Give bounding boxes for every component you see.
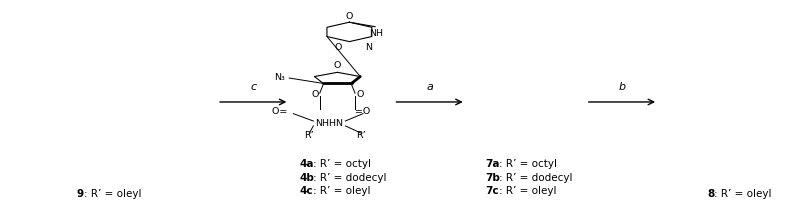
Text: 4b: 4b: [299, 173, 314, 183]
Text: 4a: 4a: [299, 159, 314, 170]
Text: O=: O=: [272, 107, 289, 116]
Text: O: O: [334, 61, 341, 70]
Text: : R’ = oleyl: : R’ = oleyl: [84, 189, 141, 199]
Text: b: b: [618, 82, 625, 92]
Text: : R’ = oleyl: : R’ = oleyl: [313, 186, 371, 196]
Text: 7a: 7a: [485, 159, 500, 170]
Text: O: O: [346, 12, 353, 21]
Text: : R’ = dodecyl: : R’ = dodecyl: [313, 173, 387, 183]
Text: 4c: 4c: [299, 186, 313, 196]
Text: NH: NH: [369, 29, 383, 38]
Text: a: a: [426, 82, 432, 92]
Text: : R’ = dodecyl: : R’ = dodecyl: [499, 173, 572, 183]
Text: O: O: [311, 90, 318, 99]
Text: 8: 8: [706, 189, 713, 199]
Text: 9: 9: [77, 189, 84, 199]
Text: NHHN: NHHN: [315, 119, 343, 128]
Text: R’: R’: [304, 131, 314, 140]
Text: 7b: 7b: [485, 173, 500, 183]
Text: O: O: [334, 43, 341, 52]
Text: 7c: 7c: [485, 186, 499, 196]
Text: : R’ = oleyl: : R’ = oleyl: [713, 189, 771, 199]
Text: =O: =O: [353, 107, 371, 116]
Text: : R’ = octyl: : R’ = octyl: [499, 159, 557, 170]
Text: N₃: N₃: [274, 73, 285, 82]
Text: : R’ = octyl: : R’ = octyl: [313, 159, 371, 170]
Text: R’: R’: [356, 131, 366, 140]
Text: : R’ = oleyl: : R’ = oleyl: [499, 186, 556, 196]
Text: N: N: [365, 43, 372, 52]
Text: O: O: [355, 90, 363, 99]
Text: c: c: [250, 82, 256, 92]
